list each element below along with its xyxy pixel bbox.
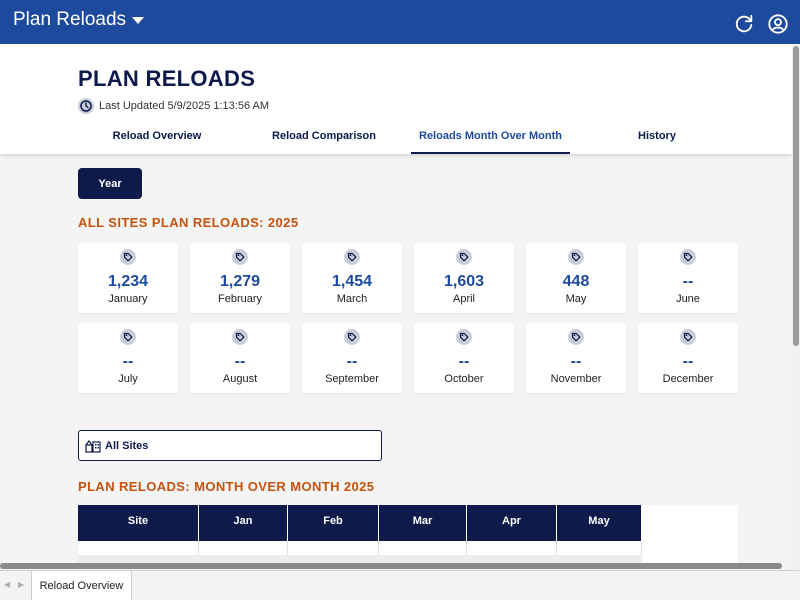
page-header: PLAN RELOADS Last Updated 5/9/2025 1:13:… bbox=[0, 44, 792, 154]
tag-icon bbox=[232, 249, 248, 265]
month-card: -- December bbox=[638, 323, 738, 393]
column-header-jan[interactable]: Jan bbox=[199, 505, 288, 541]
column-header-apr[interactable]: Apr bbox=[467, 505, 557, 541]
table-cell bbox=[78, 541, 199, 555]
table-title: PLAN RELOADS: MONTH OVER MONTH 2025 bbox=[78, 479, 375, 494]
month-card: 1,603 April bbox=[414, 243, 514, 313]
tab-reload-overview[interactable]: Reload Overview bbox=[112, 130, 202, 142]
summary-title: ALL SITES PLAN RELOADS: 2025 bbox=[78, 215, 299, 230]
sheet-tab-bar: ◀ ▶ Reload Overview bbox=[0, 570, 800, 600]
tag-icon bbox=[456, 329, 472, 345]
month-card-value: -- bbox=[570, 353, 582, 370]
user-icon[interactable] bbox=[767, 13, 789, 35]
app-title: Plan Reloads bbox=[13, 9, 127, 30]
month-card: -- November bbox=[526, 323, 626, 393]
month-card: -- July bbox=[78, 323, 178, 393]
tab-reload-comparison[interactable]: Reload Comparison bbox=[272, 130, 376, 142]
tab-history[interactable]: History bbox=[638, 130, 676, 142]
tab-reloads-month-over-month[interactable]: Reloads Month Over Month bbox=[411, 124, 570, 154]
site-selector-label: All Sites bbox=[105, 439, 149, 452]
month-card-label: December bbox=[662, 373, 714, 385]
month-card: -- September bbox=[302, 323, 402, 393]
tag-icon bbox=[456, 249, 472, 265]
month-card-label: March bbox=[336, 293, 368, 305]
tag-icon bbox=[344, 329, 360, 345]
caret-down-icon bbox=[132, 16, 145, 24]
month-card-value: 1,279 bbox=[219, 273, 261, 290]
month-card-label: February bbox=[217, 293, 263, 305]
tag-icon bbox=[232, 329, 248, 345]
tag-icon bbox=[568, 329, 584, 345]
month-card: 448 May bbox=[526, 243, 626, 313]
refresh-icon[interactable] bbox=[733, 13, 755, 35]
tag-icon bbox=[344, 249, 360, 265]
column-header-feb[interactable]: Feb bbox=[288, 505, 379, 541]
vertical-scrollbar-thumb[interactable] bbox=[793, 46, 799, 346]
month-card: -- August bbox=[190, 323, 290, 393]
column-header-site[interactable]: Site bbox=[78, 505, 199, 541]
last-updated: Last Updated 5/9/2025 1:13:56 AM bbox=[78, 98, 269, 114]
column-header-may[interactable]: May bbox=[557, 505, 642, 541]
month-card-label: April bbox=[452, 293, 475, 305]
clock-icon bbox=[78, 98, 94, 114]
sheet-tab-reload-overview[interactable]: Reload Overview bbox=[31, 571, 132, 600]
month-card-label: May bbox=[565, 293, 587, 305]
month-card-value: -- bbox=[346, 353, 358, 370]
tag-icon bbox=[120, 329, 136, 345]
table-cell bbox=[467, 541, 557, 555]
month-card-value: -- bbox=[682, 353, 694, 370]
month-over-month-table: Site Jan Feb Mar Apr May bbox=[78, 505, 738, 565]
sheet-prev-icon[interactable]: ◀ bbox=[4, 580, 11, 589]
month-card-label: January bbox=[108, 293, 148, 305]
year-button[interactable]: Year bbox=[78, 168, 142, 199]
horizontal-scrollbar[interactable] bbox=[0, 563, 782, 569]
sites-icon bbox=[85, 439, 101, 453]
month-card: -- June bbox=[638, 243, 738, 313]
month-card-label: July bbox=[118, 373, 138, 385]
month-card-value: 1,603 bbox=[443, 273, 485, 290]
table-row bbox=[78, 555, 642, 565]
tag-icon bbox=[568, 249, 584, 265]
month-card: 1,454 March bbox=[302, 243, 402, 313]
tag-icon bbox=[680, 329, 696, 345]
month-card-label: June bbox=[676, 293, 700, 305]
month-card-label: September bbox=[325, 373, 379, 385]
table-cell bbox=[199, 541, 288, 555]
sheet-next-icon[interactable]: ▶ bbox=[18, 580, 25, 589]
month-card-label: November bbox=[550, 373, 602, 385]
month-card-value: 448 bbox=[562, 273, 590, 290]
table-cell bbox=[379, 541, 467, 555]
month-card-value: -- bbox=[234, 353, 246, 370]
tab-bar: Reload Overview Reload Comparison Reload… bbox=[78, 124, 718, 154]
month-card-value: -- bbox=[458, 353, 470, 370]
month-card-value: 1,234 bbox=[107, 273, 149, 290]
tag-icon bbox=[680, 249, 696, 265]
site-selector[interactable]: All Sites bbox=[78, 430, 382, 461]
month-card: -- October bbox=[414, 323, 514, 393]
table-cell bbox=[288, 541, 379, 555]
month-card-label: August bbox=[222, 373, 258, 385]
column-header-mar[interactable]: Mar bbox=[379, 505, 467, 541]
vertical-scrollbar[interactable] bbox=[792, 44, 800, 569]
month-card-label: October bbox=[444, 373, 484, 385]
month-card-value: 1,454 bbox=[331, 273, 373, 290]
app-title-dropdown[interactable]: Plan Reloads bbox=[13, 9, 145, 31]
month-card: 1,279 February bbox=[190, 243, 290, 313]
table-cell bbox=[557, 541, 642, 555]
month-card-value: -- bbox=[682, 273, 694, 290]
horizontal-scrollbar-thumb[interactable] bbox=[0, 563, 782, 569]
month-card-value: -- bbox=[122, 353, 134, 370]
last-updated-text: Last Updated 5/9/2025 1:13:56 AM bbox=[99, 100, 270, 112]
page-title: PLAN RELOADS bbox=[78, 66, 256, 91]
month-card: 1,234 January bbox=[78, 243, 178, 313]
tag-icon bbox=[120, 249, 136, 265]
top-bar: Plan Reloads bbox=[0, 0, 800, 44]
